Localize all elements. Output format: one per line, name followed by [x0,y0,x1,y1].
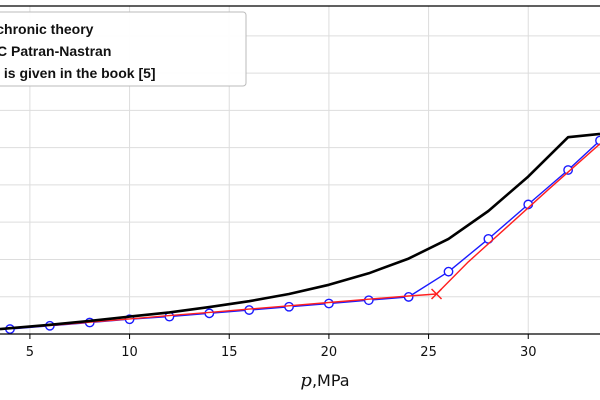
legend-entry-msc: MSC Patran-Nastran [0,43,111,59]
x-tick-label: 20 [321,345,338,360]
series-line-solution-is-given-in-the-book-5 [0,143,600,330]
data-point-msc-patran-nastran [324,298,334,309]
x-axis-label-var: p [300,370,312,391]
x-tick-label: 25 [420,345,437,360]
data-point-msc-patran-nastran [563,165,574,175]
data-point-msc-patran-nastran [403,292,414,302]
series-layer [0,132,600,334]
data-point-msc-patran-nastran [363,295,374,306]
data-point-msc-patran-nastran [284,301,294,312]
legend-entry-isochronic: Isochronic theory [0,21,94,37]
legend-box [0,11,247,87]
x-axis-ticks: 5 10 15 20 25 30 [26,334,537,360]
x-axis-label-unit: ,MPa [312,371,350,390]
x-tick-label: 15 [221,345,238,360]
x-tick-label: 10 [121,345,138,360]
x-tick-label: 5 [26,345,34,360]
data-point-msc-patran-nastran [244,305,255,315]
x-tick-label: 30 [520,345,537,360]
legend-entry-book: Solution is given in the book [5] [0,65,156,81]
data-point-msc-patran-nastran [595,135,600,146]
data-point-msc-patran-nastran [443,266,454,277]
series-line-isochronic-theory [0,132,600,331]
x-axis-label: p,MPa [300,370,349,391]
data-point-solution-is-given-in-the-book-5-x [431,288,443,300]
legend: Isochronic theory MSC Patran-Nastran Sol… [0,11,247,87]
